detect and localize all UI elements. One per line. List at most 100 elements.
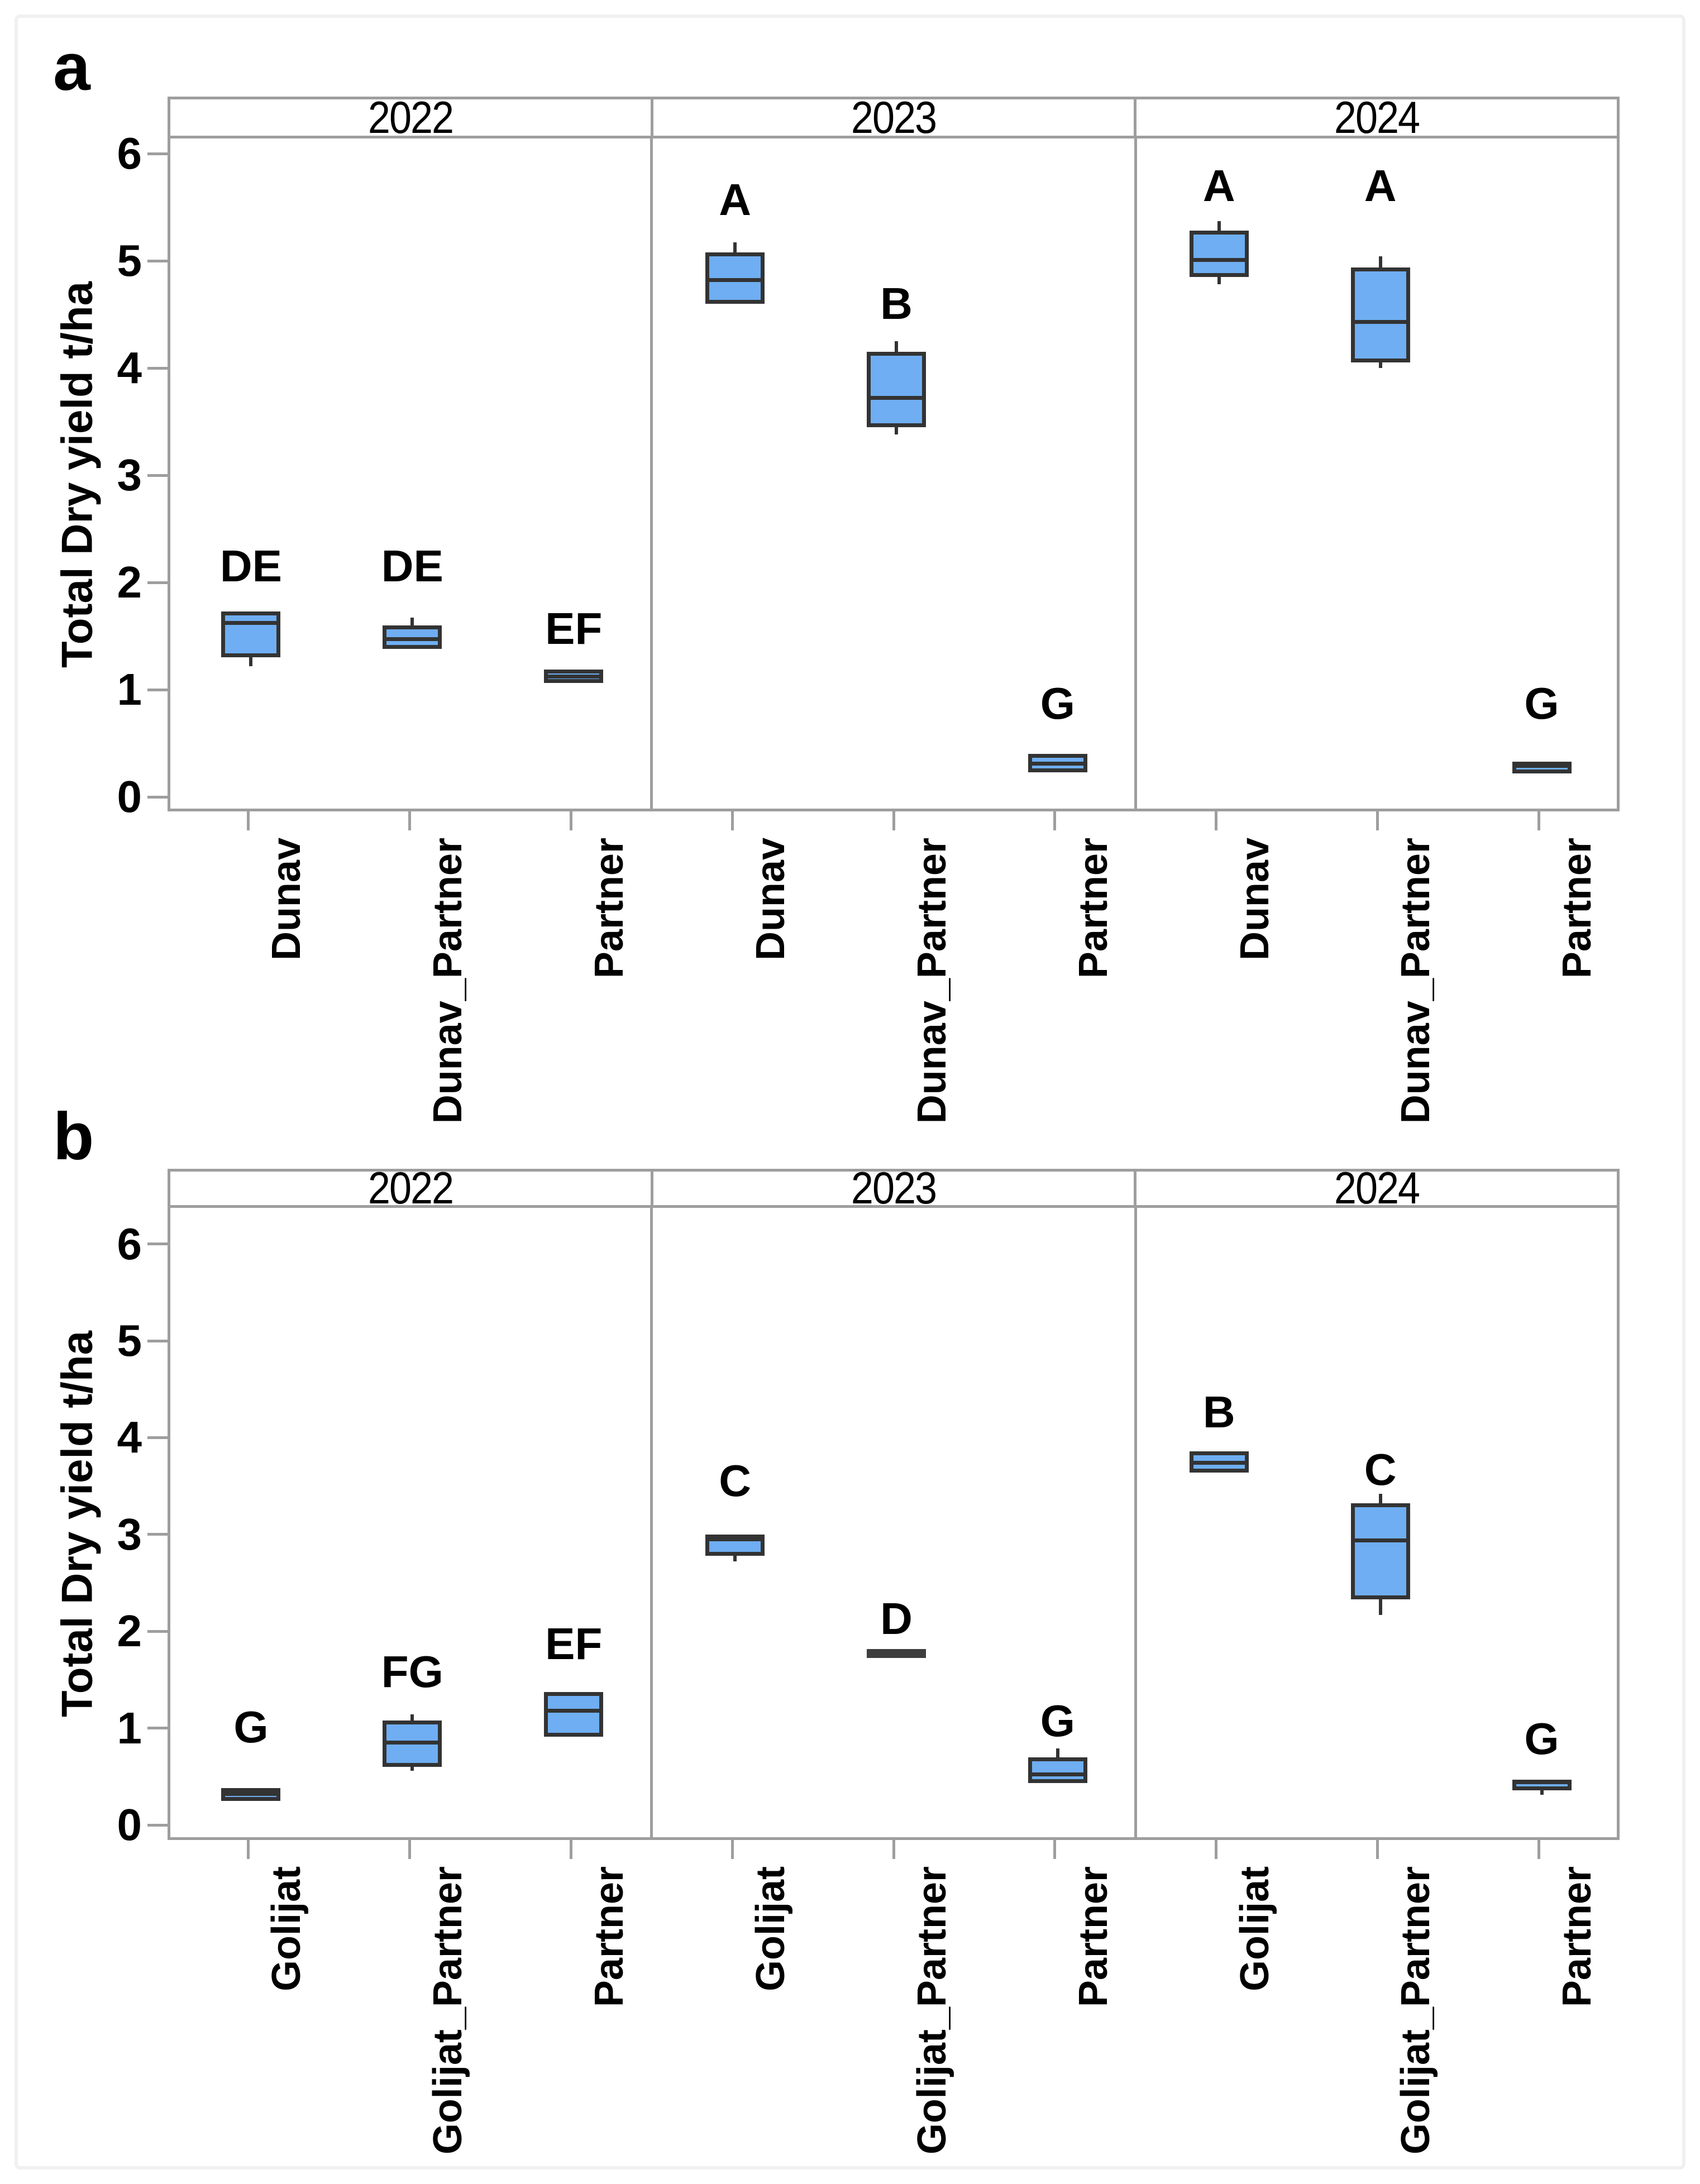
facet-year-label: 2022 (367, 1172, 454, 1205)
x-category-label-text: Golijat_Partner (1393, 1866, 1439, 2155)
whisker-low (1378, 1599, 1382, 1615)
facet-year-label: 2023 (851, 99, 937, 136)
boxplot-box (866, 352, 926, 427)
boxplot-median (1350, 1538, 1410, 1542)
facet-2022: G FG EF (170, 1208, 655, 1837)
facet-strip-row: 2022 2023 2024 (168, 1169, 1620, 1208)
facet-strip-2023: 2023 (651, 1172, 1134, 1205)
significance-letter: G (1524, 1713, 1559, 1764)
boxplot-box (221, 611, 281, 658)
x-category-label-text: Golijat (1232, 1866, 1277, 1992)
facet-2024: B C G (1138, 1208, 1622, 1837)
boxplot-box (383, 625, 442, 649)
plot-pane-row: DE DE EF A B G A A G (168, 138, 1620, 811)
y-tick-label: 3 (117, 1509, 142, 1559)
x-tick-mark (569, 811, 572, 830)
y-tick-mark (147, 1339, 168, 1342)
boxplot-box (1350, 1503, 1410, 1599)
facet-strip-2022: 2022 (170, 99, 651, 136)
x-tick-mark (1376, 1840, 1379, 1859)
whisker-low (1540, 1790, 1544, 1795)
significance-letter: DE (219, 541, 283, 591)
y-tick-label: 1 (117, 665, 142, 714)
boxplot-median (1189, 257, 1249, 262)
facet-divider (650, 1208, 653, 1837)
y-tick-mark (147, 795, 168, 799)
x-tick-mark (569, 1840, 572, 1859)
facet-2023: A B G (655, 138, 1139, 809)
x-tick-mark (408, 1840, 411, 1859)
boxplot-box (1189, 231, 1249, 277)
y-tick-mark (147, 581, 168, 584)
boxplot-median (1028, 1772, 1087, 1777)
x-category-label-text: Golijat_Partner (426, 1866, 471, 2155)
x-tick-mark (408, 811, 411, 830)
significance-letter: G (1040, 678, 1075, 728)
y-tick-mark (147, 1727, 168, 1730)
facet-2024: A A G (1138, 138, 1622, 809)
y-tick-mark (147, 152, 168, 155)
boxplot-median (866, 396, 926, 400)
boxplot-median (221, 621, 281, 625)
x-tick-mark (1537, 1840, 1541, 1859)
y-tick-label: 0 (117, 1800, 142, 1850)
facet-year-label: 2024 (1334, 1172, 1420, 1205)
significance-letter: C (1364, 1444, 1397, 1494)
panel-b-letter: b (53, 1099, 94, 1174)
whisker-low (733, 1555, 737, 1562)
x-tick-mark (1215, 1840, 1218, 1859)
significance-letter: G (1524, 678, 1559, 728)
significance-letter: EF (545, 603, 603, 653)
whisker-high (410, 1714, 414, 1721)
y-tick-mark (147, 474, 168, 477)
facet-year-label: 2022 (367, 99, 454, 136)
y-tick-label: 3 (117, 450, 142, 500)
x-category-label-text: Partner (1071, 1866, 1116, 2008)
y-tick-mark (147, 1629, 168, 1633)
facet-strip-2022: 2022 (170, 1172, 651, 1205)
x-tick-mark (1053, 1840, 1057, 1859)
y-tick-mark (147, 1533, 168, 1536)
y-tick-label: 6 (117, 1218, 142, 1269)
significance-letter: A (1364, 160, 1397, 211)
x-tick-mark (730, 1840, 734, 1859)
significance-letter: A (1202, 160, 1235, 211)
y-tick-mark (147, 1823, 168, 1827)
y-tick-label: 4 (117, 343, 142, 393)
boxplot-median (383, 1741, 442, 1745)
significance-letter: B (880, 278, 913, 328)
facet-strip-2024: 2024 (1134, 1172, 1617, 1205)
facet-2022: DE DE EF (170, 138, 655, 809)
y-tick-mark (147, 366, 168, 370)
x-tick-mark (1215, 811, 1218, 830)
x-category-label-text: Dunav (748, 838, 794, 961)
x-tick-mark (246, 1840, 250, 1859)
boxplot-median (221, 1792, 281, 1796)
whisker-low (249, 657, 253, 666)
y-tick-label: 1 (117, 1703, 142, 1753)
x-category-label-text: Partner (587, 1866, 632, 2008)
boxplot-median (1512, 763, 1572, 768)
y-tick-label: 2 (117, 557, 142, 607)
x-category-label-text: Dunav_Partner (1393, 838, 1439, 1124)
boxplot-median (1028, 761, 1087, 766)
whisker-high (410, 618, 414, 625)
y-tick-mark (147, 1242, 168, 1246)
y-tick-mark (147, 688, 168, 691)
x-tick-mark (246, 811, 250, 830)
facet-divider (1134, 138, 1137, 809)
boxplot-box (705, 252, 765, 304)
y-tick-label: 6 (117, 128, 142, 178)
boxplot-median (705, 278, 765, 283)
facet-strip-2024: 2024 (1134, 99, 1617, 136)
facet-2023: C D G (655, 1208, 1139, 1837)
facet-strip-2023: 2023 (651, 99, 1134, 136)
significance-letter: G (1040, 1696, 1075, 1746)
boxplot-box (1350, 267, 1410, 363)
panel-a-letter: a (53, 30, 90, 104)
x-tick-mark (1537, 811, 1541, 830)
x-category-label-text: Golijat (748, 1866, 794, 1992)
boxplot-median (383, 637, 442, 642)
significance-letter: B (1202, 1387, 1235, 1437)
